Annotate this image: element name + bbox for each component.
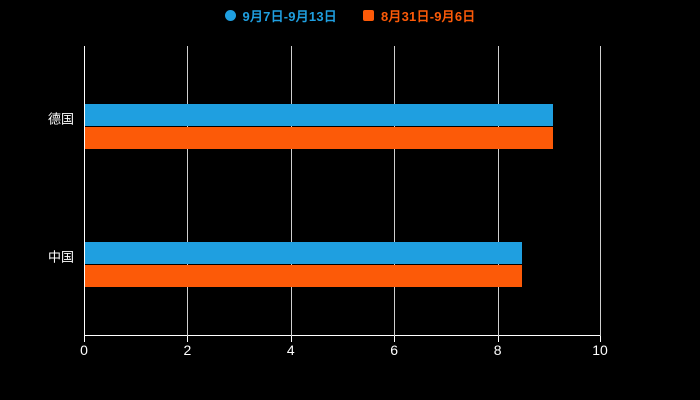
x-tick-label-4: 4 bbox=[286, 342, 295, 358]
x-tick-label-8: 8 bbox=[493, 342, 502, 358]
x-tick-mark-8 bbox=[497, 336, 499, 342]
x-tick-mark-10 bbox=[600, 336, 601, 342]
bar-china-series-1[interactable] bbox=[85, 242, 522, 264]
legend-label-series-2: 8月31日-9月6日 bbox=[381, 9, 476, 24]
legend-marker-circle-icon bbox=[224, 10, 236, 21]
y-axis-line bbox=[84, 46, 85, 336]
x-tick-mark-2 bbox=[187, 336, 189, 342]
x-tick-label-10: 10 bbox=[592, 342, 608, 358]
x-tick-label-0: 0 bbox=[80, 342, 88, 358]
legend-marker-square-icon bbox=[363, 10, 374, 21]
x-tick-label-2: 2 bbox=[183, 342, 192, 358]
x-tick-mark-4 bbox=[290, 336, 292, 342]
legend-item-series-2[interactable]: 8月31日-9月6日 bbox=[363, 6, 475, 25]
gridline-10 bbox=[600, 46, 601, 336]
x-tick-label-6: 6 bbox=[390, 342, 399, 358]
y-category-label-germany: 德国 bbox=[47, 111, 74, 127]
bar-china-series-2[interactable] bbox=[85, 265, 522, 287]
x-tick-mark-0 bbox=[84, 336, 85, 342]
y-category-label-china: 中国 bbox=[47, 249, 74, 265]
x-axis-line bbox=[84, 335, 601, 336]
gridline-2 bbox=[187, 46, 189, 336]
legend-label-series-1: 9月7日-9月13日 bbox=[242, 9, 337, 24]
gridline-8 bbox=[497, 46, 499, 336]
chart-legend: 9月7日-9月13日 8月31日-9月6日 bbox=[0, 6, 700, 25]
plot-area: 0 2 4 6 8 10 德国 中国 bbox=[48, 46, 608, 358]
bar-germany-series-2[interactable] bbox=[85, 127, 553, 149]
bar-germany-series-1[interactable] bbox=[85, 104, 553, 126]
legend-item-series-1[interactable]: 9月7日-9月13日 bbox=[224, 6, 337, 25]
x-tick-mark-6 bbox=[394, 336, 396, 342]
gridline-4 bbox=[290, 46, 292, 336]
gridline-6 bbox=[394, 46, 396, 336]
